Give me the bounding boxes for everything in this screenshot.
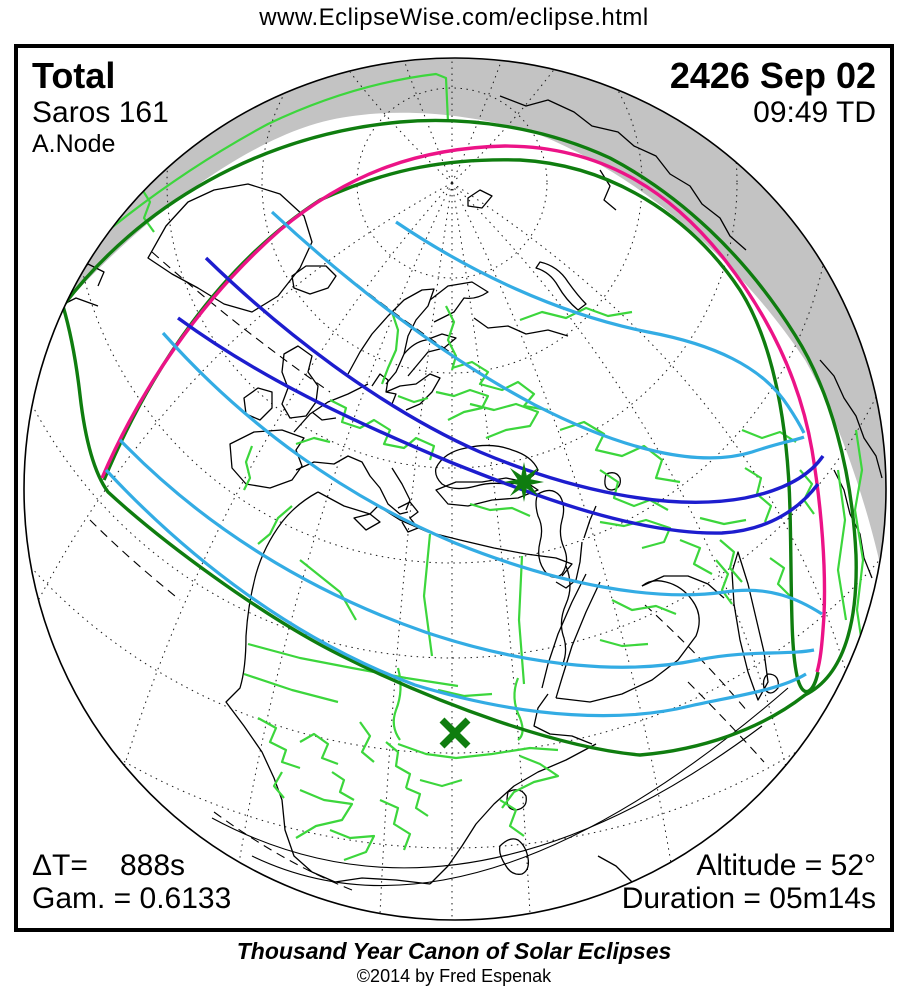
magnitude-contour-south-3 <box>104 468 807 718</box>
copyright-notice: ©2014 by Fred Espenak <box>356 966 552 986</box>
sunrise-sunset-line <box>100 144 827 673</box>
dashed-contact-curves <box>89 245 789 891</box>
eclipse-map-frame: Total Saros 161 A.Node 2426 Sep 02 09:49… <box>14 44 894 932</box>
delta-t-label: ΔT= <box>32 848 88 882</box>
eclipse-info-bottom-left: ΔT= 888s Gam. = 0.6133 <box>32 849 231 916</box>
night-shading-region <box>63 58 886 564</box>
globe-map <box>23 57 887 921</box>
map-markers <box>439 462 544 749</box>
umbral-path-north-limit <box>204 256 825 504</box>
magnitude-contour-south-2 <box>118 438 815 669</box>
canon-title: Thousand Year Canon of Solar Eclipses <box>236 938 672 964</box>
duration-value: Duration = 05m14s <box>621 882 876 916</box>
delta-t-value: 888s <box>120 848 186 882</box>
penumbral-limit-outer-line <box>61 118 858 757</box>
gamma-value: Gam. = 0.6133 <box>32 882 232 916</box>
page-title-url: www.EclipseWise.com/eclipse.html <box>259 4 649 31</box>
country-borders <box>63 72 865 862</box>
eclipse-info-top-left: Total Saros 161 A.Node <box>32 55 169 158</box>
eclipse-type: Total <box>32 55 116 96</box>
globe-outline <box>23 57 887 921</box>
umbral-path-south-limit <box>176 316 820 535</box>
node-type: A.Node <box>32 129 116 158</box>
eclipse-curves <box>61 118 858 757</box>
eclipse-date: 2426 Sep 02 <box>669 55 876 96</box>
eclipse-time: 09:49 TD <box>753 96 876 130</box>
eclipse-info-top-right: 2426 Sep 02 09:49 TD <box>669 55 876 130</box>
altitude-value: Altitude = 52° <box>696 848 876 882</box>
saros-number: Saros 161 <box>32 96 169 130</box>
magnitude-contour-north-2 <box>395 220 806 434</box>
greatest-eclipse-star-marker <box>504 462 544 502</box>
eclipse-info-bottom-right: Altitude = 52° Duration = 05m14s <box>622 849 876 916</box>
magnitude-contour-north-1 <box>270 210 805 460</box>
magnitude-contour-south-1 <box>161 331 823 616</box>
x-marker <box>439 717 471 749</box>
